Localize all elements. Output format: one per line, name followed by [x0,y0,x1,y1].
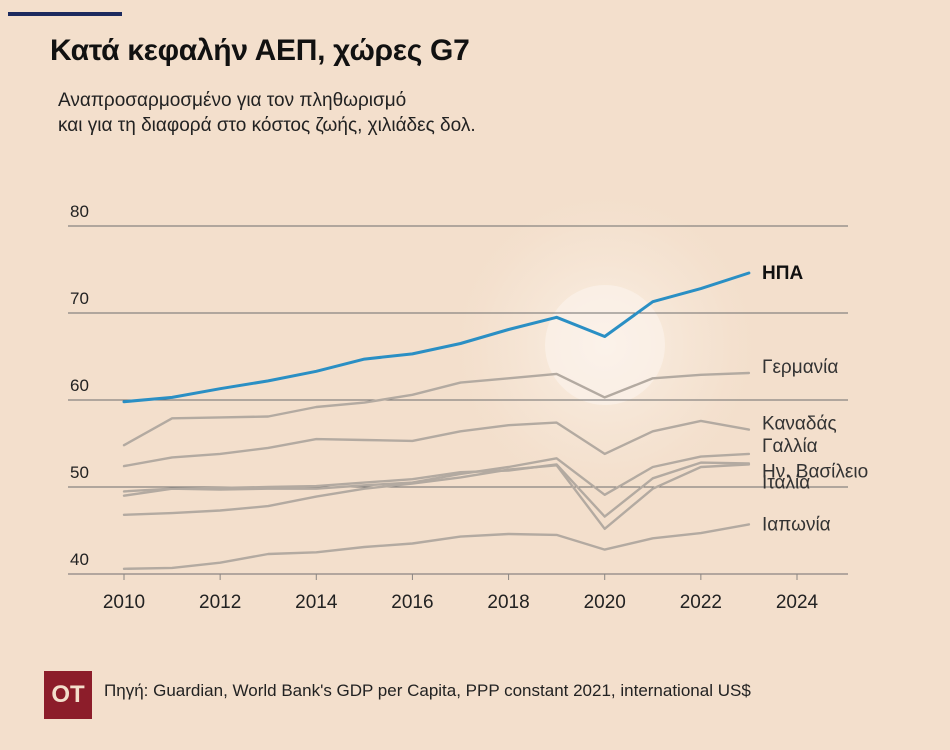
subtitle-line-1: Αναπροσαρμοσμένο για τον πληθωρισμό [58,90,407,111]
chart-title: Κατά κεφαλήν ΑΕΠ, χώρες G7 [50,34,470,67]
y-tick-label-80: 80 [70,202,89,221]
series-lines [122,271,751,570]
subtitle-line-2: και για τη διαφορά στο κόστος ζωής, χιλι… [58,115,476,136]
series-line-Γαλλία [122,452,751,497]
y-axis-ticks: 40 50 60 70 80 [70,202,89,569]
series-line-Ιταλία [122,463,751,530]
x-tick-label-2022: 2022 [680,592,722,613]
series-label-Καναδάς: Καναδάς [762,414,837,435]
x-tick-label-2016: 2016 [391,592,433,613]
gridlines [68,225,848,575]
series-label-ΗΠΑ: ΗΠΑ [762,263,803,284]
series-line-ΗΠΑ [122,271,751,404]
y-tick-label-60: 60 [70,376,89,395]
y-tick-label-50: 50 [70,463,89,482]
series-line-Γερμανία [122,371,751,447]
series-label-Γερμανία: Γερμανία [762,357,838,378]
series-line-Ιαπωνία [122,523,751,570]
source-note: Πηγή: Guardian, World Bank's GDP per Cap… [104,681,751,700]
series-line-Καναδάς [122,419,751,468]
background-glow [445,185,765,505]
y-tick-label-70: 70 [70,289,89,308]
x-tick-label-2014: 2014 [295,592,338,613]
x-tick-label-2018: 2018 [487,592,529,613]
x-tick-label-2024: 2024 [776,592,819,613]
series-label-Ιταλία: Ιταλία [762,472,810,493]
series-label-Ην. Βασίλειο: Ην. Βασίλειο [762,462,868,483]
top-accent-rule [8,12,122,16]
ot-logo: ΟΤ [44,671,92,719]
x-tick-label-2012: 2012 [199,592,241,613]
series-label-Ιαπωνία: Ιαπωνία [762,514,831,535]
series-line-Ην. Βασίλειο [122,461,751,518]
x-tick-label-2010: 2010 [103,592,145,613]
chart-subtitle: Αναπροσαρμοσμένο για τον πληθωρισμό και … [58,88,678,138]
series-label-Γαλλία: Γαλλία [762,436,818,457]
y-tick-label-40: 40 [70,550,89,569]
x-tick-label-2020: 2020 [584,592,626,613]
x-axis-ticks: 2010 2012 2014 2016 2018 2020 2022 2024 [103,574,819,613]
